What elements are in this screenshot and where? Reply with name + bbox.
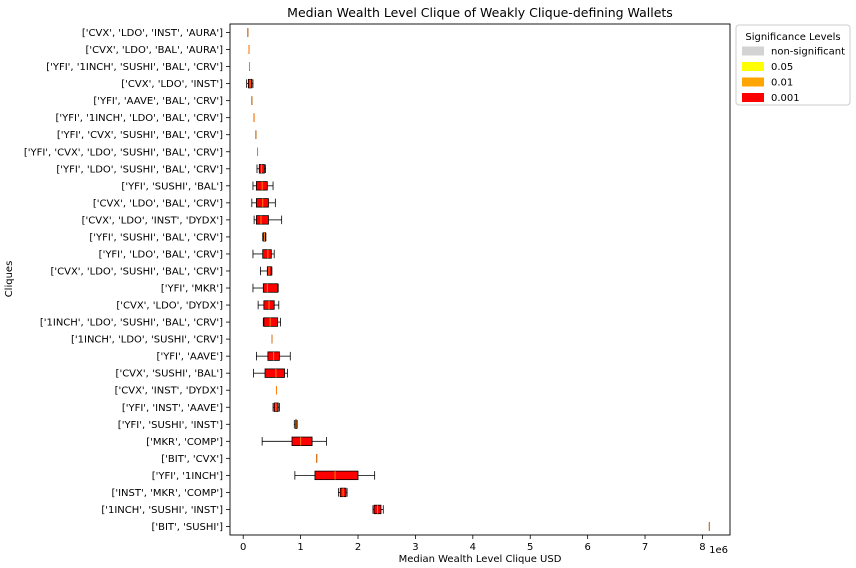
y-tick-label: ['YFI', 'INST', 'AAVE']	[122, 403, 223, 414]
box-12	[262, 232, 267, 242]
y-tick-label: ['CVX', 'LDO', 'INST', 'DYDX']	[82, 215, 223, 226]
y-tick-label: ['CVX', 'SUSHI', 'BAL']	[116, 369, 224, 380]
y-tick-label: ['YFI', 'CVX', 'SUSHI', 'BAL', 'CRV']	[57, 130, 223, 141]
x-tick-label: 2	[355, 542, 361, 553]
plot-frame	[229, 23, 731, 536]
legend-frame	[735, 24, 851, 106]
box-28	[372, 504, 384, 515]
x-tick-label: 3	[412, 542, 418, 553]
box-24	[261, 436, 327, 446]
y-tick-label: ['YFI', 'AAVE']	[157, 352, 224, 363]
legend-swatch-0	[742, 46, 764, 56]
box-22	[272, 402, 280, 412]
y-tick-label: ['YFI', 'SUSHI', 'BAL']	[121, 181, 223, 192]
x-tick-label: 1	[297, 542, 303, 553]
box-8	[256, 164, 266, 174]
y-tick-label: ['YFI', 'SUSHI', 'INST']	[118, 420, 223, 431]
y-tick-label: ['INST', 'MKR', 'COMP']	[111, 488, 223, 499]
x-axis-multiplier: 1e6	[709, 545, 728, 556]
y-tick-label: ['BIT', 'SUSHI']	[151, 522, 223, 533]
box-body	[263, 317, 279, 327]
box-body	[264, 368, 285, 378]
legend-swatch-3	[742, 93, 764, 102]
box-13	[252, 249, 275, 259]
box-body	[314, 470, 359, 481]
y-tick-label: ['MKR', 'COMP']	[146, 437, 223, 448]
y-tick-label: ['CVX', 'LDO', 'SUSHI', 'BAL', 'CRV']	[50, 266, 223, 277]
y-tick-label: ['YFI', 'LDO', 'BAL', 'CRV']	[99, 249, 223, 260]
y-tick-label: ['BIT', 'CVX']	[161, 454, 223, 465]
box-body	[256, 215, 269, 225]
y-tick-label: ['CVX', 'INST', 'DYDX']	[115, 386, 223, 397]
y-tick-label: ['YFI', 'CVX', 'LDO', 'SUSHI', 'BAL', 'C…	[24, 147, 223, 158]
box-26	[294, 470, 376, 481]
y-tick-label: ['CVX', 'LDO', 'INST', 'AURA']	[82, 28, 223, 39]
box-20	[253, 368, 288, 378]
y-tick-label: ['YFI', 'AAVE', 'BAL', 'CRV']	[93, 96, 223, 107]
x-tick-label: 4	[470, 542, 476, 553]
box-10	[251, 198, 276, 208]
y-tick-label: ['CVX', 'LDO', 'BAL', 'CRV']	[93, 198, 223, 209]
y-axis: ['CVX', 'LDO', 'INST', 'AURA'] ['CVX', 'L…	[24, 28, 230, 533]
box-11	[253, 215, 283, 225]
y-tick-label: ['CVX', 'LDO', 'DYDX']	[116, 301, 223, 312]
x-tick-label: 8	[699, 542, 705, 553]
y-tick-label: ['YFI', '1INCH', 'LDO', 'BAL', 'CRV']	[56, 113, 224, 124]
legend-swatch-2	[742, 77, 764, 87]
legend: Significance Levels non-significant 0.05 0…	[735, 24, 851, 106]
legend-swatch-1	[742, 62, 764, 71]
box-14	[260, 266, 273, 276]
legend-title: Significance Levels	[745, 32, 840, 43]
box-body	[291, 436, 313, 446]
box-16	[257, 300, 280, 310]
box-body	[262, 249, 272, 259]
box-body	[262, 283, 279, 293]
y-tick-label: ['YFI', 'MKR']	[161, 284, 223, 295]
plot-area	[229, 23, 731, 536]
legend-label-1: 0.05	[771, 62, 793, 73]
y-tick-label: ['1INCH', 'SUSHI', 'INST']	[101, 505, 223, 516]
y-tick-label: ['YFI', '1INCH', 'SUSHI', 'BAL', 'CRV']	[46, 62, 223, 73]
legend-label-0: non-significant	[771, 47, 845, 58]
box-23	[293, 419, 298, 429]
y-tick-label: ['1INCH', 'LDO', 'SUSHI', 'CRV']	[71, 335, 223, 346]
box-3	[246, 78, 254, 89]
x-tick-label: 5	[527, 542, 533, 553]
box-27	[338, 487, 348, 498]
y-tick-label: ['CVX', 'LDO', 'INST']	[121, 79, 223, 90]
box-17	[262, 317, 281, 327]
box-15	[252, 283, 279, 293]
y-axis-label: Cliques	[4, 261, 15, 298]
legend-label-2: 0.01	[771, 78, 793, 89]
y-tick-label: ['CVX', 'LDO', 'BAL', 'AURA']	[86, 45, 224, 56]
box-9	[252, 181, 274, 191]
legend-entries: non-significant 0.05 0.01 0.001	[742, 46, 845, 104]
x-tick-label: 0	[240, 542, 246, 553]
chart-title: Median Wealth Level Clique of Weakly Cli…	[287, 5, 673, 20]
x-tick-label: 6	[584, 542, 590, 553]
x-axis-label: Median Wealth Level Clique USD	[399, 554, 562, 565]
y-tick-label: ['YFI', 'LDO', 'SUSHI', 'BAL', 'CRV']	[56, 164, 223, 175]
box-19	[256, 351, 291, 361]
legend-label-3: 0.001	[771, 93, 800, 104]
x-axis: 0 1 2 3 4 5 6 7 8	[240, 535, 706, 553]
y-tick-label: ['YFI', '1INCH']	[152, 471, 223, 482]
y-tick-label: ['YFI', 'SUSHI', 'BAL', 'CRV']	[89, 232, 223, 243]
y-tick-label: ['1INCH', 'LDO', 'SUSHI', 'BAL', 'CRV']	[40, 318, 223, 329]
x-tick-label: 7	[642, 542, 648, 553]
box-series	[246, 28, 710, 531]
